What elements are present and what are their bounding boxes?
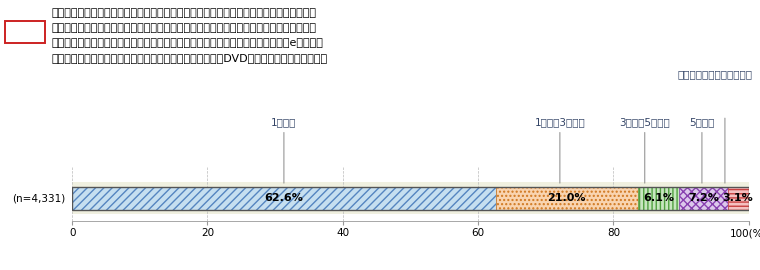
Text: あなたが公務員倫理に関する研修等に最後に参加してからどのくらいの期間が経過してい: あなたが公務員倫理に関する研修等に最後に参加してからどのくらいの期間が経過してい [52, 8, 317, 18]
Text: 3年以上5年未満: 3年以上5年未満 [619, 117, 670, 183]
Text: 3.1%: 3.1% [723, 193, 753, 203]
Bar [5, 21, 45, 43]
Text: 7.2%: 7.2% [688, 193, 719, 203]
Bar [72, 187, 749, 210]
Text: 部に組み込まれているもの、自習研修教材やセルフチェックシート等を使用してeラーニン: 部に組み込まれているもの、自習研修教材やセルフチェックシート等を使用してeラーニ… [52, 38, 324, 48]
Text: 6.1%: 6.1% [643, 193, 674, 203]
Text: 21.0%: 21.0% [547, 193, 586, 203]
Text: 一度も受講したことがない: 一度も受講したことがない [677, 69, 752, 79]
Text: 図5: 図5 [17, 26, 33, 39]
Bar [679, 187, 727, 210]
Text: (n=4,331): (n=4,331) [12, 193, 65, 203]
Bar [72, 182, 749, 214]
Bar [727, 187, 749, 210]
Bar [72, 187, 496, 210]
Text: 1年未満: 1年未満 [271, 117, 296, 183]
Text: 62.6%: 62.6% [264, 193, 303, 203]
Text: 1年以上3年未満: 1年以上3年未満 [534, 117, 585, 183]
Bar [638, 187, 679, 210]
Bar [496, 187, 638, 210]
Text: グ等により職員が個別に受講するもの、説明会、講演会、DVD教材の視聴等を含みます。: グ等により職員が個別に受講するもの、説明会、講演会、DVD教材の視聴等を含みます… [52, 53, 328, 63]
Text: ますか。なお、ここでいう「研修等」には、公務員倫理に関する内容がカリキュラムの一: ますか。なお、ここでいう「研修等」には、公務員倫理に関する内容がカリキュラムの一 [52, 23, 317, 33]
Text: 5年以上: 5年以上 [689, 117, 714, 183]
